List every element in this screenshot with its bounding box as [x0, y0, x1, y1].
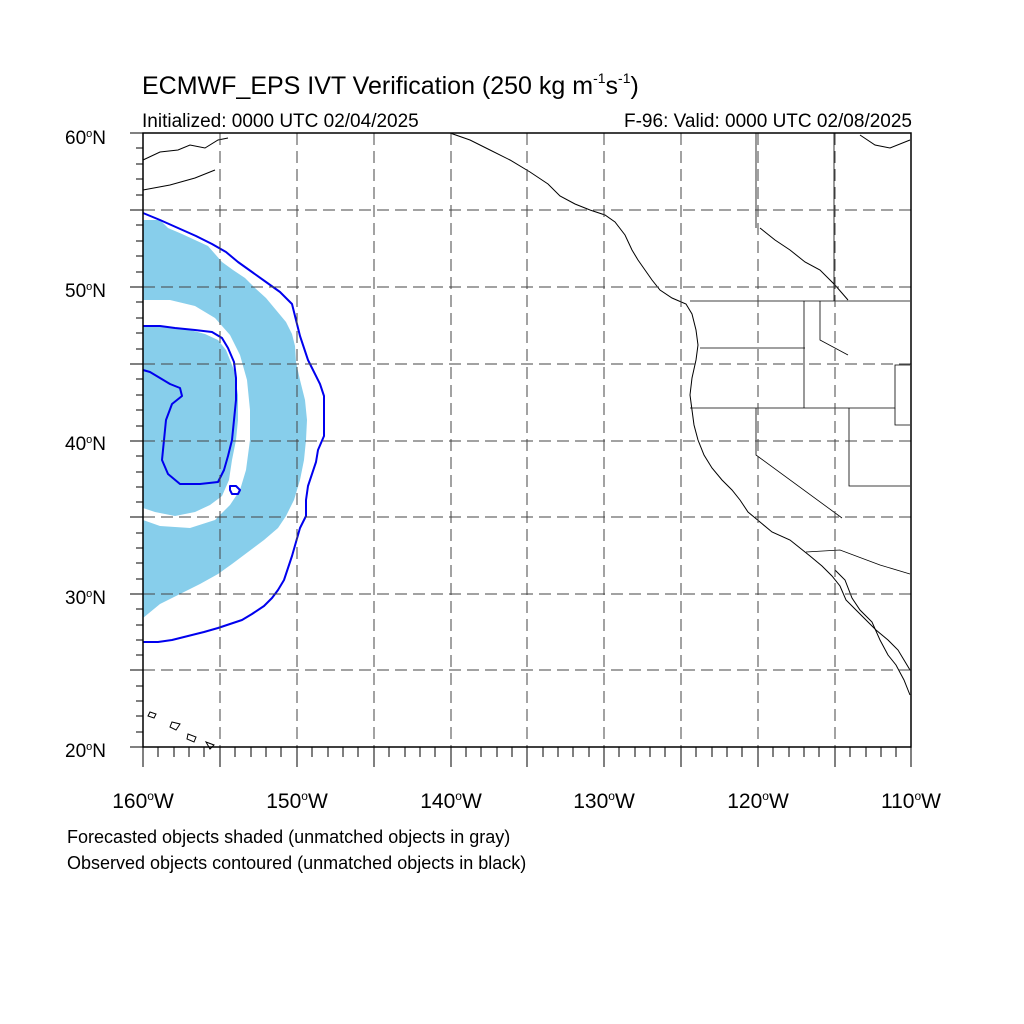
- axis-ticks: [130, 132, 912, 767]
- coastline: [142, 132, 911, 750]
- footnote-forecast: Forecasted objects shaded (unmatched obj…: [67, 827, 511, 847]
- valid-time: F-96: Valid: 0000 UTC 02/08/2025: [624, 111, 912, 132]
- lat-label-20n: 20oN: [65, 741, 106, 762]
- footnote-observed: Observed objects contoured (unmatched ob…: [67, 853, 527, 873]
- lon-label-160w: 160oW: [112, 789, 174, 813]
- lat-label-50n: 50oN: [65, 281, 106, 302]
- lon-label-130w: 130oW: [573, 789, 635, 813]
- political-borders: [690, 133, 911, 575]
- observed-object-contour: [142, 212, 325, 643]
- lat-label-30n: 30oN: [65, 588, 106, 609]
- plot-title: ECMWF_EPS IVT Verification (250 kg m-1s-…: [142, 70, 639, 100]
- lat-lon-grid: [143, 133, 911, 747]
- lat-label-60n: 60oN: [65, 128, 106, 149]
- initialized-time: Initialized: 0000 UTC 02/04/2025: [142, 111, 419, 132]
- lon-label-150w: 150oW: [266, 789, 328, 813]
- lon-label-110w: 110oW: [881, 789, 941, 813]
- forecast-object-shading: [143, 220, 307, 618]
- lon-label-140w: 140oW: [420, 789, 482, 813]
- lon-label-120w: 120oW: [727, 789, 789, 813]
- lat-label-40n: 40oN: [65, 434, 106, 455]
